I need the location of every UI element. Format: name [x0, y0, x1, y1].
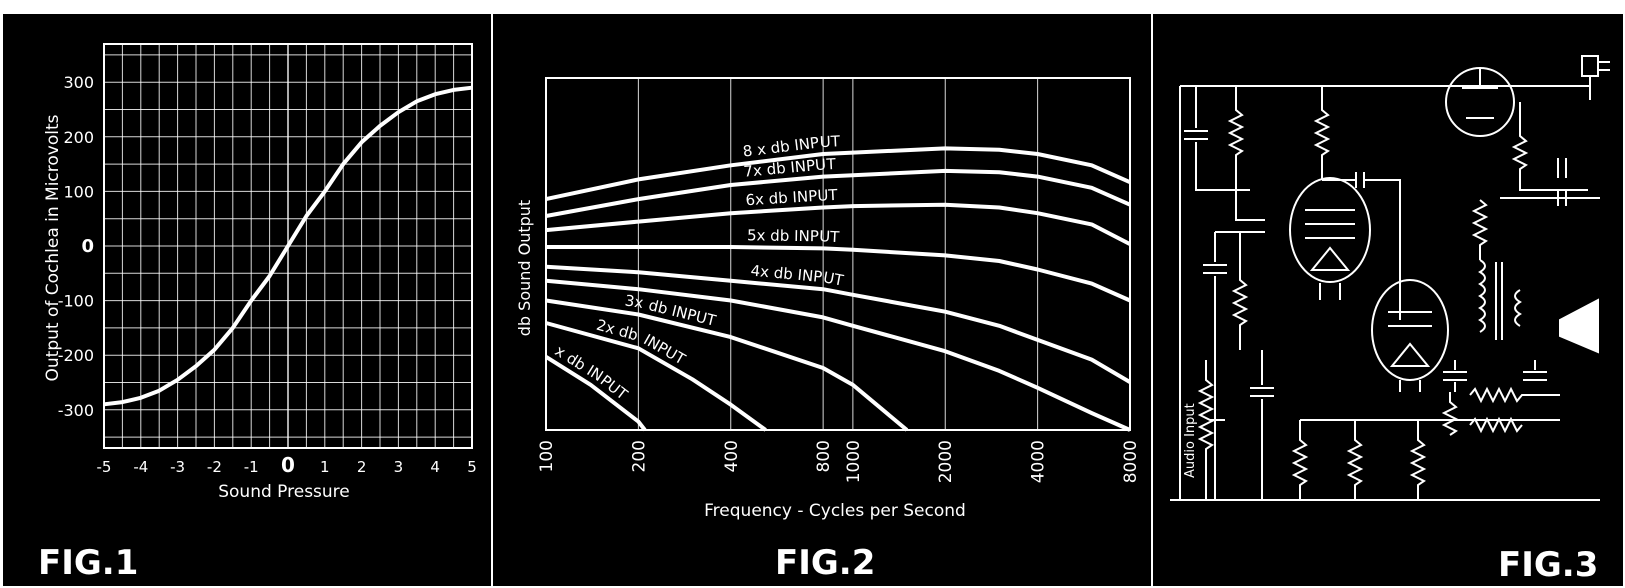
fig1-grid	[103, 43, 473, 449]
resistor-3	[1471, 199, 1489, 260]
fig1-y-tick-label: -300	[58, 401, 94, 420]
audio-input-label: Audio Input	[1183, 403, 1198, 478]
resistor-5	[1346, 420, 1364, 500]
fig1-y-tick-label: 200	[63, 128, 94, 147]
rectifier-tube	[1445, 67, 1515, 137]
fig1-label: FIG.1	[38, 543, 138, 583]
fig2-x-tick-label: 200	[629, 440, 649, 472]
fig3-schematic	[1170, 55, 1610, 501]
fig2-series-line	[544, 355, 647, 432]
speaker-icon	[1559, 298, 1599, 354]
fig2-x-tick-label: 8000	[1121, 440, 1141, 483]
fig2-series-line	[545, 202, 1131, 246]
fig1-y-tick-label: 300	[63, 73, 94, 92]
fig1-x-tick-label: -5	[97, 458, 112, 476]
fig1-x-tick-label: 1	[320, 458, 330, 476]
filter-capacitors	[1500, 158, 1600, 206]
capacitor-2	[1203, 232, 1227, 500]
fig2-panel	[493, 14, 1151, 586]
capacitor-3	[1250, 350, 1274, 500]
fig3-panel	[1153, 14, 1623, 586]
fig2-series-line	[545, 298, 909, 432]
plate-wiring	[1313, 86, 1401, 320]
resistor-6	[1300, 419, 1560, 500]
fig1-x-tick-label: 2	[357, 458, 367, 476]
fig2-series-line	[545, 146, 1131, 202]
capacitor-1	[1184, 86, 1250, 191]
output-transformer	[1478, 259, 1522, 340]
fig2-frame	[545, 77, 1131, 431]
fig1-y-tick-label: -200	[58, 346, 94, 365]
fig2-series-line	[545, 278, 1131, 432]
resistor-1	[1227, 86, 1265, 221]
fig1-x-tick-label: 3	[394, 458, 404, 476]
fig1-x-tick-label: -4	[133, 458, 148, 476]
fig1-x-tick-label: 4	[430, 458, 440, 476]
volume-potentiometer	[1197, 360, 1225, 500]
resistor-7	[1441, 392, 1459, 436]
bypass-capacitors	[1443, 360, 1547, 392]
fig3-label: FIG.3	[1498, 545, 1598, 585]
fig2-series-line	[545, 168, 1131, 218]
fig2-x-tick-label: 400	[722, 440, 742, 472]
power-plug-icon	[1581, 55, 1610, 86]
fig1-y-tick-label: 0	[81, 236, 94, 257]
fig1-y-tick-label: 100	[63, 182, 94, 201]
filter-resistor	[1511, 102, 1588, 191]
fig2-x-tick-label: 100	[537, 440, 557, 472]
resistor-4	[1291, 420, 1309, 500]
vacuum-tube-1	[1289, 177, 1371, 300]
vacuum-tube-2	[1371, 279, 1449, 392]
fig2-series-label: 6x db INPUT	[745, 186, 839, 209]
fig2-series-line	[545, 264, 1132, 384]
fig1-x-tick-label: -2	[207, 458, 222, 476]
fig1-series-line	[103, 85, 473, 407]
fig1-x-tick-label: 0	[281, 453, 295, 477]
fig1-x-tick-label: -3	[170, 458, 185, 476]
fig1-x-tick-label: -1	[244, 458, 259, 476]
fig2-series-label: 5x db INPUT	[747, 226, 841, 246]
fig2-series-line	[545, 321, 767, 432]
fig2-x-tick-label: 1000	[844, 440, 864, 483]
fig1-xlabel: Sound Pressure	[218, 482, 350, 502]
fig2-ylabel: db Sound Output	[515, 200, 534, 336]
fig2-x-tick-label: 4000	[1029, 440, 1049, 483]
fig2-series-line	[546, 245, 1131, 303]
fig1-marks: -5 -4 -3 -2 -1 0 1 2 3 4 5 300 200 100 0 -100 -200 -300	[58, 73, 477, 477]
fig2-x-tick-label: 800	[814, 440, 834, 472]
cathode-resistors	[1469, 386, 1560, 434]
fig1-x-tick-label: 5	[467, 458, 477, 476]
fig2-x-tick-label: 2000	[936, 440, 956, 483]
fig1-ylabel: Output of Cochlea in Microvolts	[43, 114, 63, 381]
resistor-2	[1215, 231, 1265, 350]
fig2-xlabel: Frequency - Cycles per Second	[704, 501, 966, 521]
fig1-y-tick-label: -100	[58, 292, 94, 311]
fig2-label: FIG.2	[775, 543, 875, 583]
